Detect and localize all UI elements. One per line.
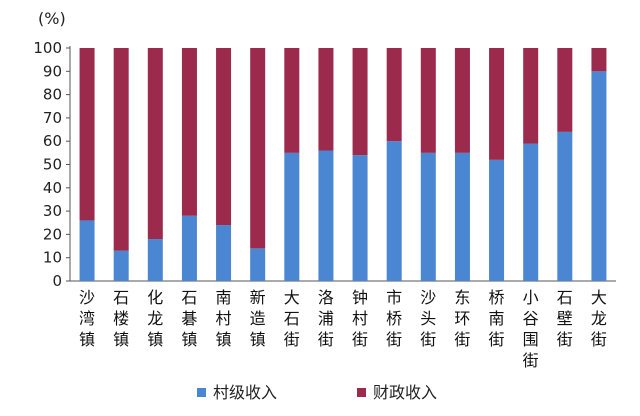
x-category-label: 桥南街 [489,288,505,349]
bar-fiscal-income-11 [454,48,470,153]
bar-village-income-9 [386,141,402,281]
y-tick-label: 10 [43,249,62,267]
legend-swatch-1 [357,388,366,397]
x-category-label: 大龙街 [591,288,607,349]
x-category-label: 沙头街 [420,288,436,349]
bar-fiscal-income-0 [79,48,95,221]
bar-fiscal-income-10 [420,48,436,153]
bar-village-income-12 [489,159,505,281]
y-tick-label: 20 [43,225,62,243]
x-category-label: 石壁街 [557,288,573,349]
bar-fiscal-income-5 [250,48,266,249]
x-category-label: 小谷围街 [523,288,539,370]
bar-village-income-15 [591,71,607,281]
bar-village-income-7 [318,150,334,281]
y-tick-label: 40 [43,179,62,197]
bar-village-income-4 [216,225,232,281]
bar-village-income-5 [250,248,266,281]
legend-swatch-0 [197,388,206,397]
bar-village-income-0 [79,220,95,281]
y-tick-label: 100 [33,39,62,57]
bar-fiscal-income-13 [523,48,539,144]
x-category-label: 化龙镇 [147,288,163,349]
y-tick-label: 0 [52,272,62,290]
y-tick-label: 70 [43,109,62,127]
x-category-label: 大石街 [284,288,300,349]
x-category-label: 石楼镇 [113,288,129,349]
bar-fiscal-income-4 [216,48,232,226]
bar-village-income-14 [557,131,573,281]
bar-fiscal-income-2 [147,48,163,240]
bar-village-income-1 [113,250,129,281]
y-tick-label: 80 [43,86,62,104]
x-category-label: 沙湾镇 [79,288,95,349]
bar-village-income-3 [181,215,197,281]
bar-village-income-10 [420,152,436,281]
bar-village-income-11 [454,152,470,281]
legend: 村级收入 财政收入 [197,383,437,402]
y-tick-label: 50 [43,156,62,174]
bars [79,48,607,281]
bar-village-income-8 [352,155,368,281]
y-tick-label: 90 [43,62,62,80]
bar-fiscal-income-9 [386,48,402,142]
bar-fiscal-income-3 [181,48,197,216]
x-category-label: 钟村街 [352,288,368,349]
legend-label-1: 财政收入 [373,383,437,402]
y-axis-unit: (%) [38,9,66,28]
x-category-label: 洛浦街 [318,288,334,349]
bar-fiscal-income-8 [352,48,368,156]
bar-fiscal-income-6 [284,48,300,153]
bar-village-income-2 [147,239,163,281]
bar-village-income-13 [523,143,539,281]
x-axis-labels: 沙湾镇 石楼镇 化龙镇 石碁镇 南村镇 新造镇 大石街 洛浦街 钟村街 市桥街 沙头街 东环街 桥南街 小… [79,288,607,370]
legend-label-0: 村级收入 [213,383,277,402]
x-category-label: 市桥街 [386,288,402,349]
y-tick-label: 60 [43,132,62,150]
x-category-label: 东环街 [454,288,470,349]
bar-fiscal-income-12 [489,48,505,160]
y-axis: (%) 0 10 20 30 40 50 60 70 80 90 100 [33,9,616,290]
x-category-label: 石碁镇 [181,288,197,349]
x-category-label: 南村镇 [216,288,232,349]
x-category-label: 新造镇 [250,288,266,349]
y-tick-label: 30 [43,202,62,220]
bar-fiscal-income-15 [591,48,607,72]
bar-fiscal-income-14 [557,48,573,132]
bar-fiscal-income-1 [113,48,129,251]
bar-fiscal-income-7 [318,48,334,151]
bar-village-income-6 [284,152,300,281]
